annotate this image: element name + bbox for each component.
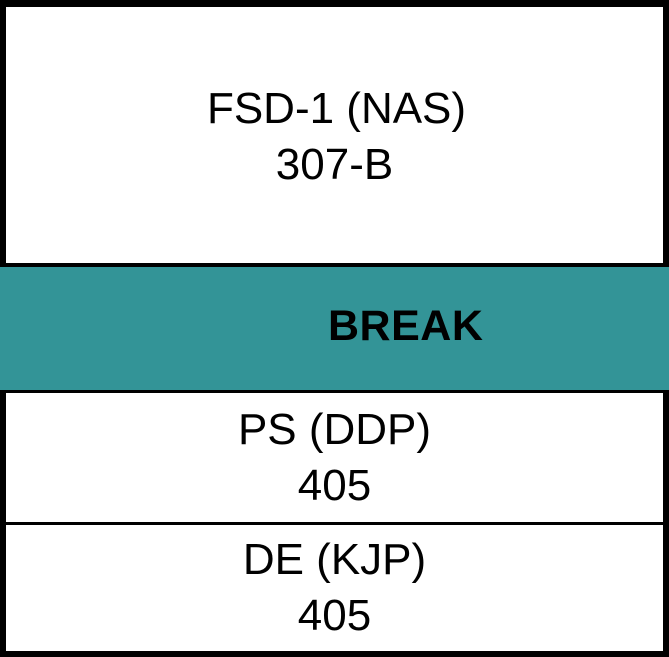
- session-room: 405: [297, 461, 372, 510]
- session-title: PS (DDP): [237, 405, 432, 454]
- break-row: [0, 264, 669, 393]
- break-label: BREAK: [328, 302, 484, 350]
- session-title: FSD-1 (NAS): [206, 84, 467, 133]
- session-room: 307-B: [275, 140, 394, 189]
- session-cell-de: DE (KJP) 405: [0, 523, 669, 657]
- session-cell-fsd1: FSD-1 (NAS) 307-B: [0, 0, 669, 266]
- grid-line-stub: [0, 129, 6, 132]
- session-title: DE (KJP): [242, 535, 427, 584]
- session-room: 405: [297, 591, 372, 640]
- session-cell-ps: PS (DDP) 405: [0, 392, 669, 525]
